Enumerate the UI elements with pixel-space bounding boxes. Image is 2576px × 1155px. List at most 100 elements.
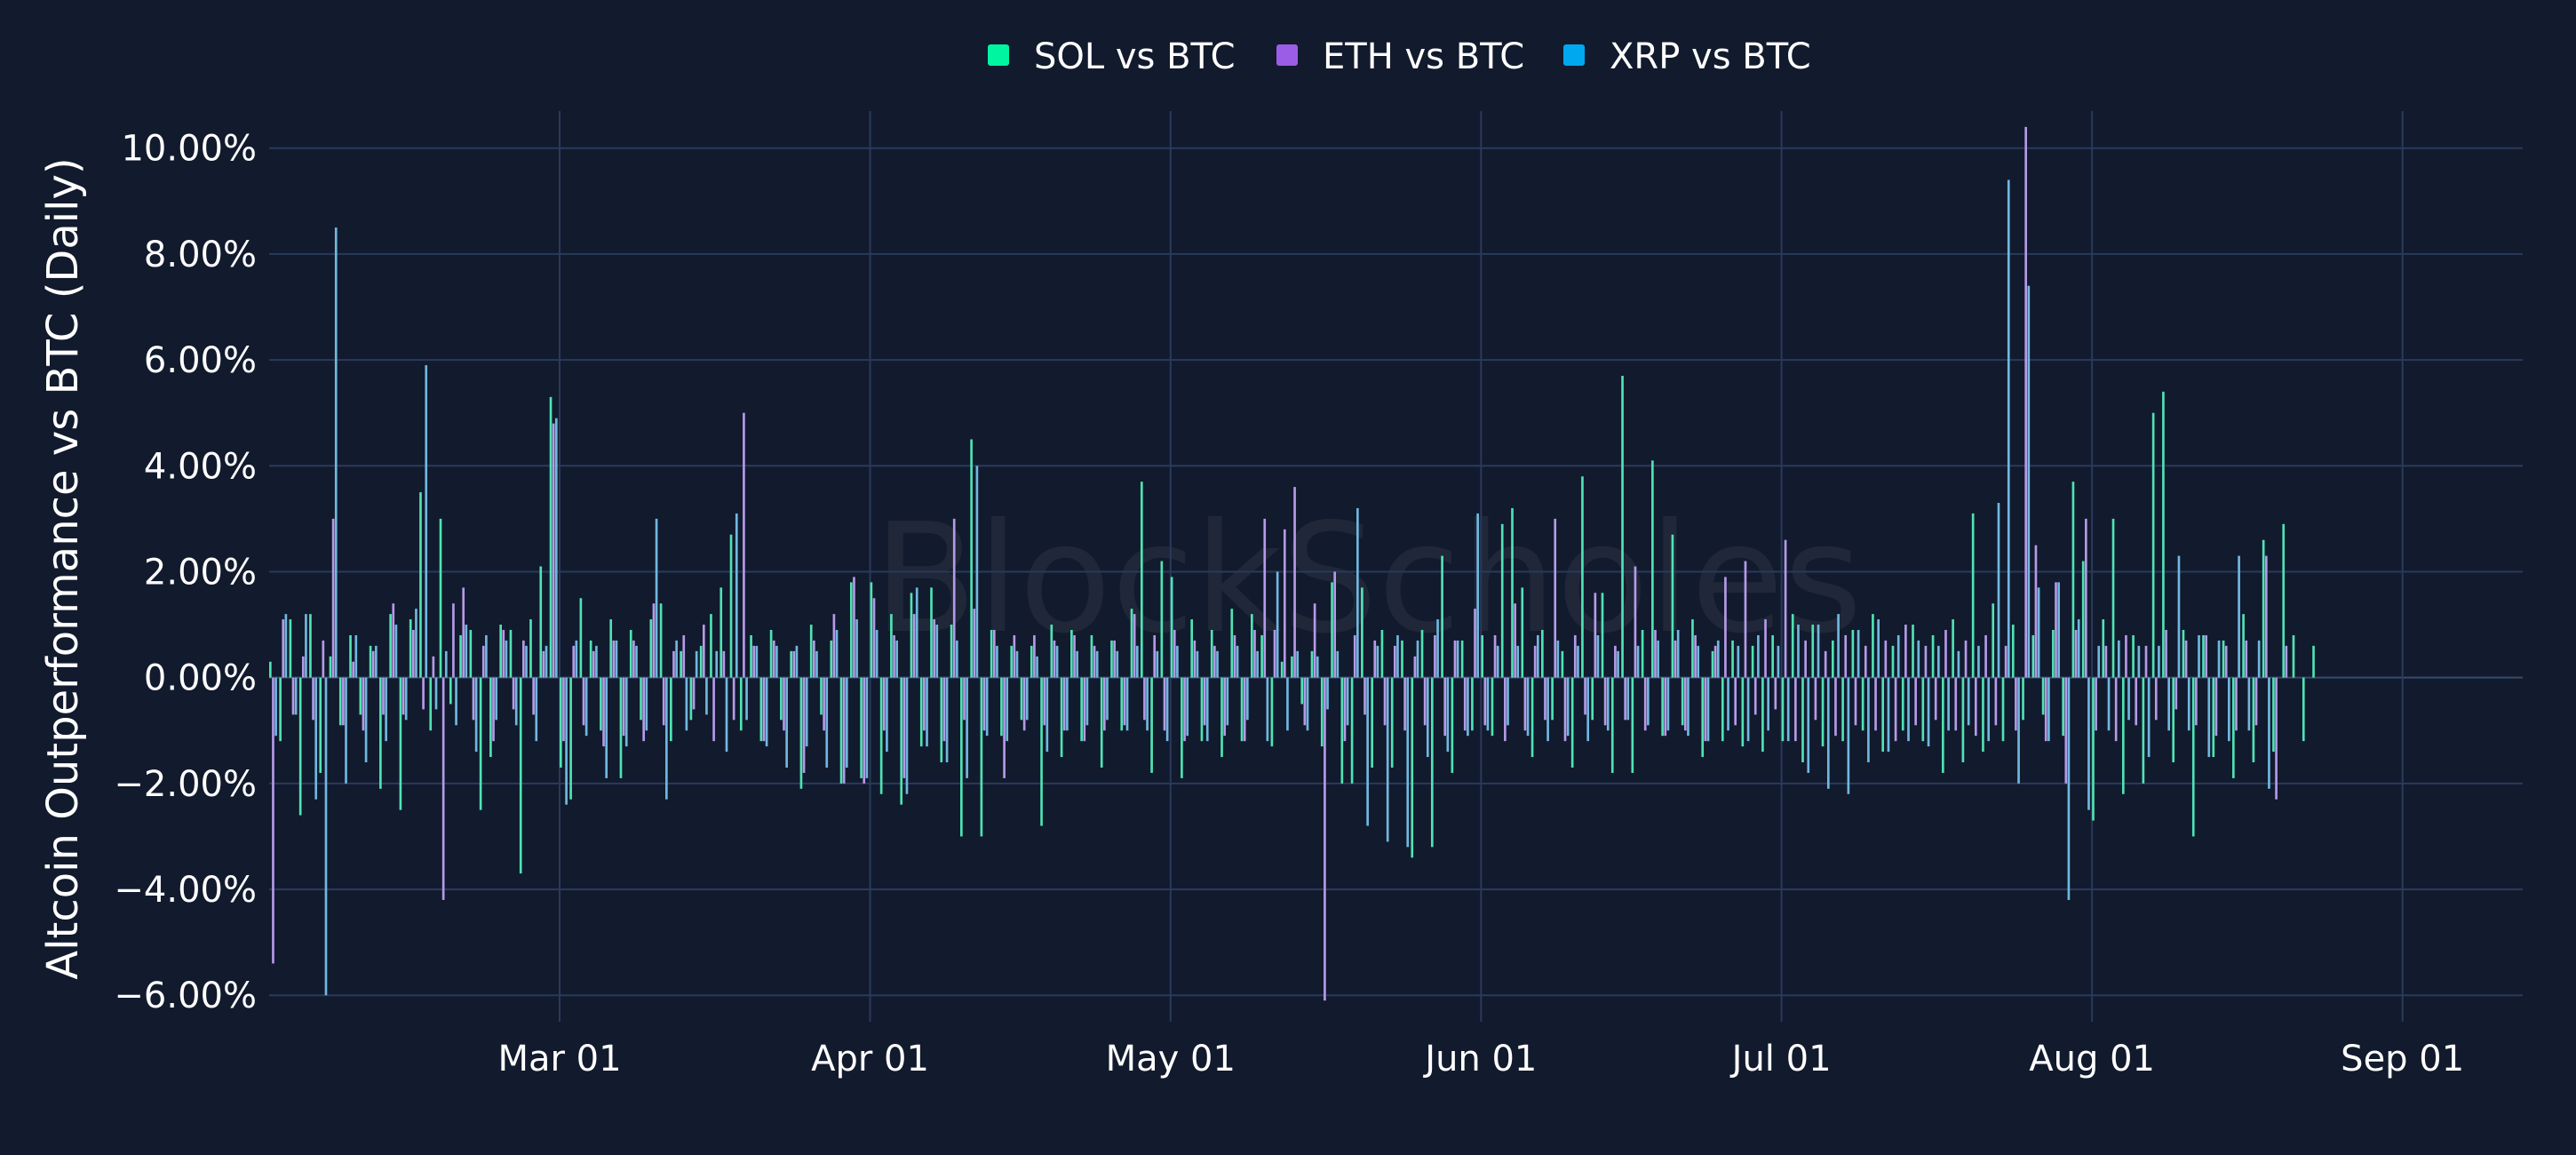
bar-xrp xyxy=(935,625,939,678)
bar-eth xyxy=(572,645,576,678)
bar-xrp xyxy=(545,645,548,678)
bar-sol xyxy=(509,630,513,678)
bar-xrp xyxy=(705,677,708,715)
bar-xrp xyxy=(1396,634,1399,678)
bar-xrp xyxy=(314,677,318,800)
bar-xrp xyxy=(404,677,408,721)
bar-xrp xyxy=(1727,677,1729,731)
bar-xrp xyxy=(2257,640,2261,678)
bar-eth xyxy=(982,677,986,731)
bar-eth xyxy=(1894,677,1897,742)
bar-sol xyxy=(1210,630,1213,678)
bar-eth xyxy=(692,677,696,710)
bar-xrp xyxy=(495,677,497,721)
y-axis-title: Altcoin Outperformance vs BTC (Daily) xyxy=(38,157,88,979)
bar-sol xyxy=(629,630,632,678)
legend-item-xrp[interactable]: XRP vs BTC xyxy=(1563,36,1811,77)
bar-xrp xyxy=(966,677,968,778)
bar-eth xyxy=(1834,677,1837,737)
bar-sol xyxy=(860,677,863,778)
bar-eth xyxy=(1804,640,1807,678)
bar-eth xyxy=(1183,677,1186,742)
bar-sol xyxy=(2182,630,2185,678)
bar-eth xyxy=(832,614,836,678)
bar-eth xyxy=(652,603,656,678)
bar-xrp xyxy=(1507,677,1509,726)
bar-sol xyxy=(739,677,743,731)
bar-xrp xyxy=(1226,677,1229,726)
bar-sol xyxy=(539,566,543,678)
bar-eth xyxy=(1413,656,1417,678)
bar-sol xyxy=(1791,614,1794,678)
bar-eth xyxy=(481,645,485,678)
bar-xrp xyxy=(926,677,928,747)
legend-item-sol[interactable]: SOL vs BTC xyxy=(988,36,1236,77)
bar-xrp xyxy=(1076,650,1078,678)
bar-eth xyxy=(1123,677,1126,726)
bar-sol xyxy=(2111,518,2115,678)
bar-xrp xyxy=(875,630,879,678)
bar-xrp xyxy=(1085,677,1089,726)
bar-xrp xyxy=(905,677,909,794)
bar-sol xyxy=(1771,634,1774,678)
bar-sol xyxy=(1491,677,1494,737)
bar-eth xyxy=(411,630,415,678)
bar-xrp xyxy=(1446,677,1450,753)
bar-eth xyxy=(853,577,855,678)
bar-xrp xyxy=(2238,555,2240,678)
bar-xrp xyxy=(1647,677,1650,726)
bar-sol xyxy=(1731,640,1734,678)
bar-eth xyxy=(1914,677,1917,726)
legend-item-eth[interactable]: ETH vs BTC xyxy=(1276,36,1524,77)
bar-sol xyxy=(750,634,752,678)
y-tick-label: 4.00% xyxy=(144,446,257,487)
bar-sol xyxy=(2262,539,2265,678)
bar-eth xyxy=(2285,645,2288,678)
bar-xrp xyxy=(324,677,328,996)
bar-xrp xyxy=(1216,650,1219,678)
bar-xrp xyxy=(1606,677,1610,731)
bar-eth xyxy=(1514,603,1516,678)
bar-sol xyxy=(2252,677,2255,762)
bar-xrp xyxy=(1156,650,1159,678)
bar-eth xyxy=(432,656,435,678)
bar-sol xyxy=(1401,640,1403,678)
bar-xrp xyxy=(775,645,778,678)
bar-eth xyxy=(1143,677,1146,721)
bar-xrp xyxy=(1967,677,1970,726)
bar-eth xyxy=(1554,518,1557,678)
bar-xrp xyxy=(2097,645,2101,678)
bar-xrp xyxy=(375,645,378,678)
bar-eth xyxy=(2004,645,2008,678)
bar-xrp xyxy=(1566,677,1570,737)
bar-sol xyxy=(2302,677,2305,742)
bar-eth xyxy=(1744,561,1747,678)
bar-xrp xyxy=(2207,677,2211,758)
bar-eth xyxy=(702,625,705,678)
bar-sol xyxy=(1982,677,1984,753)
bar-xrp xyxy=(1516,645,1520,678)
bar-sol xyxy=(1460,640,1464,678)
bar-xrp xyxy=(485,634,488,678)
bar-sol xyxy=(2242,614,2245,678)
x-tick-label: Aug 01 xyxy=(2029,1039,2155,1079)
bar-sol xyxy=(1921,677,1925,742)
bar-sol xyxy=(1280,661,1284,678)
bar-sol xyxy=(1841,677,1844,742)
bar-xrp xyxy=(1807,677,1810,773)
bar-eth xyxy=(1193,640,1197,678)
bar-eth xyxy=(1824,650,1827,678)
bar-sol xyxy=(1050,625,1053,678)
bar-xrp xyxy=(745,677,748,721)
gridlines xyxy=(269,111,2523,1022)
bar-xrp xyxy=(915,587,918,678)
y-tick-label: −6.00% xyxy=(114,976,257,1016)
bar-eth xyxy=(1944,630,1947,678)
bar-xrp xyxy=(665,677,668,800)
bar-sol xyxy=(379,677,382,789)
bar-eth xyxy=(592,650,595,678)
bar-xrp xyxy=(1046,677,1049,753)
bar-eth xyxy=(1243,677,1246,742)
bar-sol xyxy=(1942,677,1944,773)
bar-sol xyxy=(839,677,843,784)
